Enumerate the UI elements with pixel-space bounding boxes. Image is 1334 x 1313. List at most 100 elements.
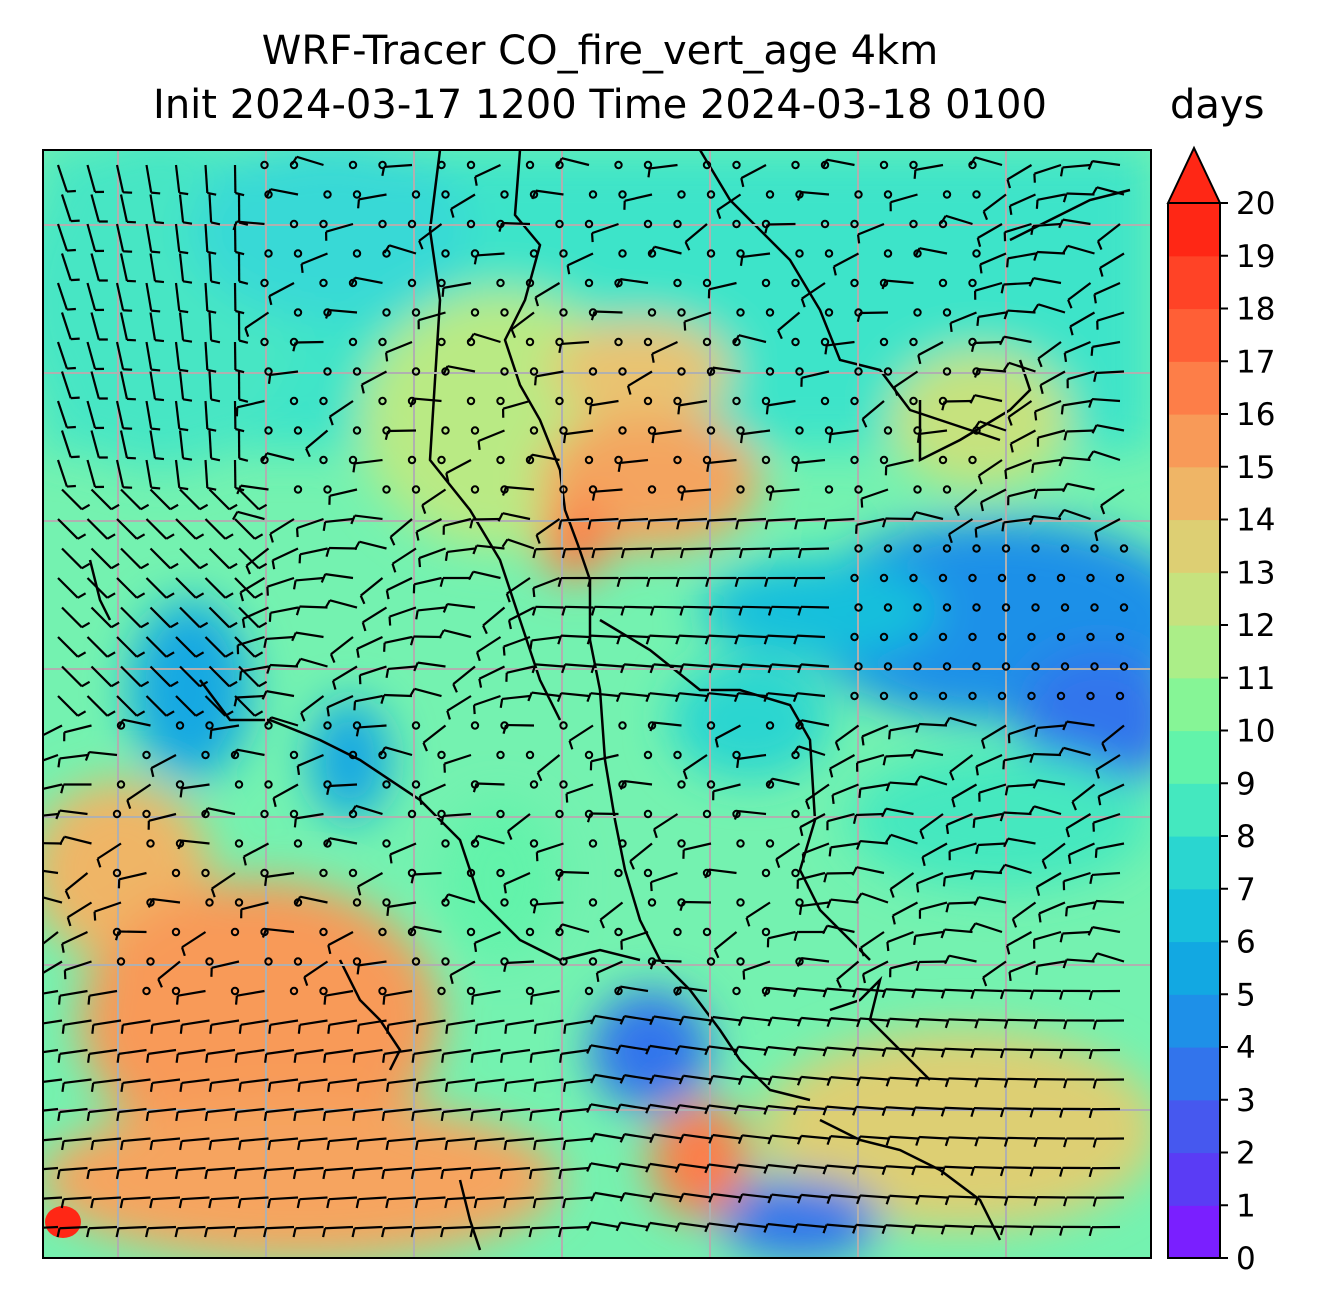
wind-barb (329, 1019, 358, 1026)
wind-barb (982, 960, 1007, 979)
wind-barb-feather (507, 619, 512, 630)
wind-barb-feather (799, 826, 804, 837)
wind-barb-feather (351, 1228, 356, 1238)
wind-barb (326, 694, 354, 709)
wind-barb-feather (238, 280, 249, 285)
calm-wind-circle (677, 839, 686, 848)
wind-barb (88, 1166, 118, 1172)
wind-barb (299, 1019, 328, 1026)
wind-barb-feather (619, 1192, 626, 1202)
wind-barb-feather (56, 1228, 61, 1238)
wind-barb-feather (793, 931, 799, 941)
wind-barb (678, 634, 708, 639)
wind-barb-feather (674, 1045, 681, 1055)
wind-barb (771, 1075, 800, 1081)
wind-barb-feather (228, 621, 238, 629)
wind-barb (1003, 1225, 1032, 1229)
wind-barb (590, 1044, 619, 1052)
calm-wind-circle (323, 190, 332, 199)
wind-barb-feather (885, 1195, 891, 1205)
wind-barb-feather (615, 1104, 622, 1114)
wind-barb-feather (503, 1082, 508, 1092)
wind-barb (507, 813, 531, 833)
wind-barb (174, 459, 181, 488)
wind-barb (977, 842, 1007, 847)
wind-barb (1010, 429, 1037, 445)
wind-barb (329, 400, 354, 418)
wind-barb (771, 777, 800, 786)
wind-barb (444, 753, 472, 765)
wind-barb (86, 341, 97, 370)
wind-barb (1067, 244, 1095, 255)
wind-barb (442, 812, 472, 818)
wind-barb-feather (1059, 1108, 1064, 1118)
wind-barb (833, 252, 860, 268)
wind-barb-feather (295, 606, 301, 616)
wind-barb (383, 693, 413, 698)
calm-wind-circle (1090, 544, 1099, 553)
wind-barb (1069, 311, 1096, 328)
wind-barb (60, 371, 72, 399)
wind-barb (325, 1107, 354, 1114)
wind-barb (560, 1225, 590, 1230)
wind-barb-feather (562, 1140, 567, 1151)
wind-barb-feather (834, 741, 841, 751)
wind-barb-feather (590, 1192, 596, 1202)
wind-barb (358, 193, 387, 201)
wind-barb-feather (533, 1140, 537, 1151)
wind-barb (590, 517, 619, 522)
wind-barb-feather (974, 1196, 980, 1206)
wind-barb-feather (1030, 225, 1035, 235)
calm-wind-circle (854, 485, 863, 494)
wind-barb-feather (734, 577, 740, 588)
calm-wind-circle (1027, 632, 1036, 642)
calm-wind-circle (171, 868, 181, 878)
calm-wind-circle (938, 632, 948, 642)
wind-barb-feather (999, 990, 1005, 1000)
wind-barb (145, 577, 168, 599)
wind-barb (653, 1074, 682, 1081)
calm-wind-circle (348, 160, 358, 170)
wind-barb-feather (224, 533, 234, 540)
calm-wind-circle (909, 573, 918, 583)
wind-barb-feather (586, 1162, 592, 1172)
wind-barb (157, 960, 181, 980)
wind-barb (771, 547, 800, 551)
wind-barb (179, 488, 201, 511)
wind-barb (830, 898, 859, 904)
wind-barb (383, 163, 413, 169)
wind-barb-feather (561, 606, 567, 616)
wind-barb (1036, 250, 1066, 255)
wind-barb (245, 547, 270, 567)
wind-barb-feather (199, 680, 209, 688)
calm-wind-circle (352, 721, 362, 730)
wind-barb-feather (645, 1222, 651, 1232)
calm-wind-circle (942, 603, 952, 612)
wind-barb-feather (150, 767, 155, 778)
wind-barb-feather (195, 533, 205, 540)
wind-barb (300, 695, 325, 714)
calm-wind-circle (146, 839, 155, 848)
wind-barb (950, 311, 977, 325)
calm-wind-circle (496, 455, 505, 465)
wind-barb (653, 1192, 682, 1199)
wind-barb (174, 400, 181, 429)
calm-wind-circle (323, 721, 332, 730)
wind-barb (208, 371, 213, 400)
wind-barb-feather (822, 1047, 828, 1057)
calm-wind-circle (470, 249, 480, 258)
wind-barb-feather (798, 905, 803, 915)
wind-barb-feather (645, 1045, 651, 1055)
wind-barb (502, 1107, 531, 1114)
wind-barb-feather (381, 1169, 386, 1180)
wind-barb-feather (533, 1082, 537, 1092)
calm-wind-circle (496, 868, 505, 878)
wind-barb-feather (418, 795, 423, 805)
wind-barb (93, 1137, 122, 1143)
wind-barb (86, 400, 97, 429)
wind-barb-feather (267, 1140, 272, 1151)
wind-barb-feather (649, 1133, 655, 1144)
calm-wind-circle (820, 219, 830, 229)
wind-barb-feather (473, 942, 478, 953)
